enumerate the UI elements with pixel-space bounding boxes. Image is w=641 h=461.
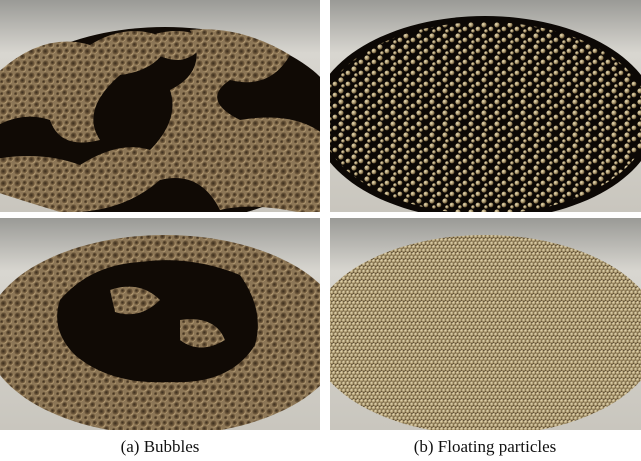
page: {"captions": ["(a) Bubbles", "(b) Floati… xyxy=(0,0,641,461)
caption: (a) Bubbles xyxy=(121,437,200,456)
render-bubbles-top xyxy=(0,0,343,223)
render-bubbles-bottom xyxy=(0,218,345,435)
render-particles-top xyxy=(313,0,641,220)
figure: (a) Bubbles (b) Floating particles xyxy=(0,0,641,461)
caption: (b) Floating particles xyxy=(414,437,557,456)
render-particles-bottom xyxy=(310,218,641,435)
